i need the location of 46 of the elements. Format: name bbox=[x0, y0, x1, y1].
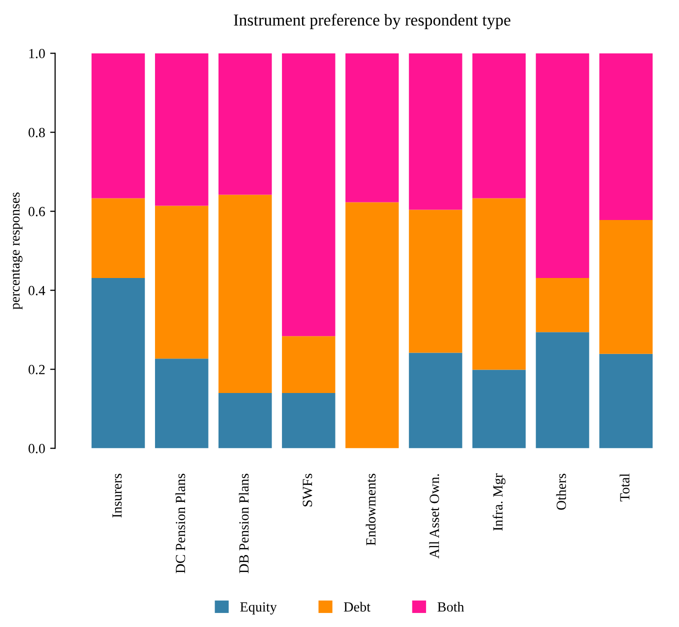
bar bbox=[282, 53, 336, 336]
y-tick-label: 1.0 bbox=[29, 48, 45, 58]
bar bbox=[92, 53, 145, 198]
x-tick-label: DC Pension Plans bbox=[175, 474, 186, 574]
bar bbox=[155, 358, 208, 448]
y-tick-label: 0.8 bbox=[28, 128, 45, 138]
bar bbox=[536, 53, 590, 278]
bar bbox=[536, 332, 590, 448]
chart-title: Instrument preference by respondent type bbox=[234, 14, 510, 30]
bar bbox=[408, 210, 462, 353]
bar bbox=[155, 53, 208, 206]
legend-label: Equity bbox=[240, 602, 277, 614]
bar bbox=[345, 202, 399, 448]
bar bbox=[408, 352, 462, 448]
bar bbox=[218, 393, 272, 448]
y-tick-label: 0.0 bbox=[28, 444, 45, 454]
bar bbox=[218, 53, 272, 195]
bar bbox=[472, 53, 526, 198]
bar bbox=[92, 278, 145, 448]
bar bbox=[282, 393, 336, 448]
x-tick-label: Infra. Mgr bbox=[492, 473, 506, 531]
bar bbox=[472, 370, 526, 448]
y-tick-label: 0.2 bbox=[28, 364, 45, 374]
bar bbox=[599, 53, 653, 220]
bar bbox=[599, 220, 653, 354]
bar bbox=[599, 354, 653, 448]
bar bbox=[408, 53, 462, 210]
y-tick-label: 0.6 bbox=[28, 206, 45, 216]
x-tick-label: Insurers bbox=[112, 474, 122, 518]
x-tick-label: All Asset Own. bbox=[429, 474, 440, 558]
bar bbox=[155, 206, 208, 359]
legend-label: Debt bbox=[344, 602, 370, 612]
x-tick-label: SWFs bbox=[302, 474, 312, 506]
x-tick-label: Others bbox=[556, 474, 566, 510]
x-tick-label: Total bbox=[620, 474, 630, 502]
bar bbox=[282, 336, 336, 394]
bar bbox=[536, 278, 590, 332]
y-axis-title: percentage responses bbox=[12, 192, 22, 310]
bar bbox=[92, 198, 145, 278]
legend-label: Both bbox=[438, 602, 464, 612]
x-tick-label: DB Pension Plans bbox=[238, 474, 249, 574]
bar bbox=[472, 198, 526, 370]
bar bbox=[218, 194, 272, 394]
y-tick-label: 0.4 bbox=[28, 286, 46, 296]
x-tick-label: Endowments bbox=[366, 474, 376, 546]
bar bbox=[345, 53, 399, 202]
